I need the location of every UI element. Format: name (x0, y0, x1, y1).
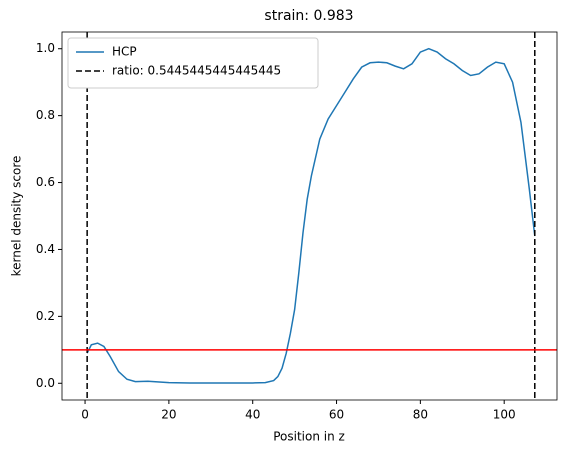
y-axis-label: kernel density score (10, 156, 24, 277)
y-tick-label: 0.0 (36, 376, 55, 390)
y-tick-label: 0.2 (36, 309, 55, 323)
x-tick-label: 40 (245, 408, 260, 422)
legend-label: HCP (112, 45, 137, 59)
axes-frame (61, 31, 558, 401)
legend-label: ratio: 0.5445445445445445 (112, 64, 281, 78)
y-tick-label: 0.8 (36, 108, 55, 122)
x-axis-label: Position in z (273, 430, 345, 444)
y-tick-label: 0.4 (36, 242, 55, 256)
y-tick-label: 1.0 (36, 41, 55, 55)
legend-box (67, 37, 319, 89)
data-line (86, 47, 536, 384)
x-tick-label: 60 (329, 408, 344, 422)
x-tick-label: 0 (81, 408, 89, 422)
x-tick-label: 80 (413, 408, 428, 422)
chart-title: strain: 0.983 (264, 8, 353, 24)
x-tick-label: 100 (493, 408, 516, 422)
y-tick-label: 0.6 (36, 175, 55, 189)
x-tick-label: 20 (161, 408, 176, 422)
